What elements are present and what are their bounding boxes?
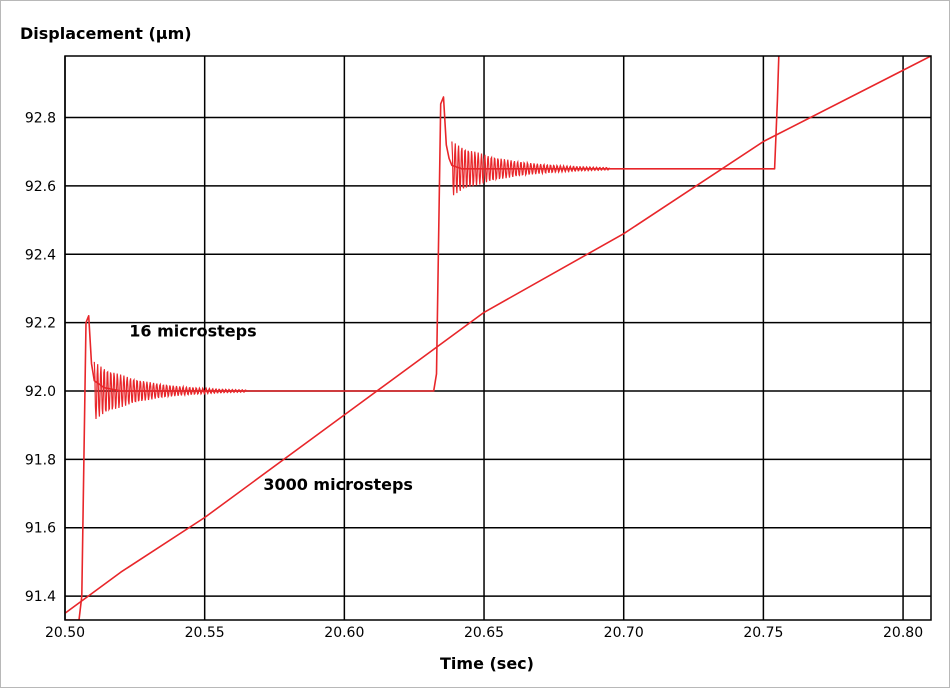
plot-border: [64, 55, 932, 621]
y-tick-labels: 91.4 91.6 91.8 92.0 92.2 92.4 92.6 92.8: [25, 111, 56, 606]
y-tick-label: 91.6: [25, 521, 56, 537]
annotation-label: 16 microsteps: [129, 321, 256, 340]
y-tick-label: 91.4: [25, 589, 56, 605]
x-tick-label: 20.65: [464, 625, 504, 641]
x-tick-label: 20.75: [743, 625, 783, 641]
y-axis-label: Displacement (µm): [20, 24, 192, 43]
y-tick-label: 92.4: [25, 247, 56, 263]
y-tick-label: 92.6: [25, 179, 56, 195]
annotations: 16 microsteps 3000 microsteps: [129, 321, 413, 494]
x-tick-labels: 20.50 20.55 20.60 20.65 20.70 20.75 20.80: [45, 625, 923, 641]
x-tick-label: 20.55: [185, 625, 225, 641]
annotation-label: 3000 microsteps: [263, 475, 413, 494]
y-tick-label: 92.2: [25, 316, 56, 332]
x-tick-label: 20.80: [883, 625, 923, 641]
y-tick-label: 91.8: [25, 452, 56, 468]
ringing-step-2: [451, 141, 610, 196]
y-tick-label: 92.8: [25, 111, 56, 127]
ringing-step-1: [93, 361, 247, 420]
series-lines: [65, 55, 931, 620]
y-tick-label: 92.0: [25, 384, 56, 400]
x-tick-label: 20.70: [604, 625, 644, 641]
x-axis-label: Time (sec): [440, 654, 534, 673]
x-tick-label: 20.60: [324, 625, 364, 641]
x-tick-label: 20.50: [45, 625, 85, 641]
series-line-2: [65, 55, 931, 614]
